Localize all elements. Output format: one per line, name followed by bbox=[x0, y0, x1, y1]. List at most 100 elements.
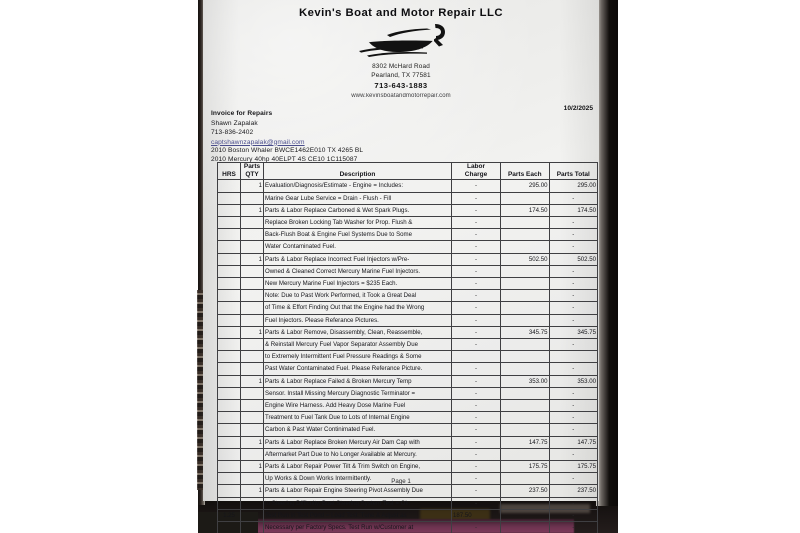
cell-description: Engine Wire Harness. Add Heavy Dose Mari… bbox=[263, 399, 452, 413]
cell-description: Parts & Labor Replace Broken Mercury Air… bbox=[263, 435, 452, 449]
cell-parts-total: - bbox=[548, 301, 598, 315]
cell-parts-each bbox=[500, 411, 550, 425]
cell-description: Parts & Labor Repair Power Tilt & Trim S… bbox=[263, 460, 452, 474]
cell-hrs bbox=[217, 423, 241, 437]
cell-parts-qty bbox=[240, 216, 264, 230]
cell-labor-charge: - bbox=[451, 484, 501, 498]
table-row: Marine Gear Lube Service = Drain - Flush… bbox=[217, 191, 598, 205]
cell-hrs bbox=[217, 496, 241, 510]
cell-parts-total: - bbox=[548, 338, 598, 352]
paper-left-texture bbox=[197, 290, 205, 490]
cell-labor-charge: - bbox=[451, 289, 501, 303]
column-header-hrs-label: HRS bbox=[222, 171, 236, 179]
cell-parts-total: 147.75 bbox=[548, 435, 598, 449]
table-row: 1 Parts & Labor Remove, Disassembly, Clea… bbox=[217, 325, 598, 340]
cell-parts-total: - bbox=[548, 521, 598, 533]
cell-hrs bbox=[217, 362, 241, 376]
cell-parts-total: 174.50 bbox=[548, 203, 598, 218]
cell-parts-total: - bbox=[548, 228, 598, 242]
cell-hrs bbox=[217, 399, 241, 413]
cell-parts-total: - bbox=[548, 447, 598, 462]
table-row: & Reinstall Mercury Fuel Vapor Separator… bbox=[217, 338, 598, 352]
cell-hrs bbox=[217, 435, 241, 449]
cell-parts-qty: 1 bbox=[240, 203, 264, 218]
cell-parts-total: 353.00 bbox=[548, 374, 598, 388]
cell-parts-each: 353.00 bbox=[500, 374, 550, 388]
cell-description: to Extremely Intermittent Fuel Pressure … bbox=[263, 350, 452, 364]
cell-labor-charge: - bbox=[451, 521, 501, 533]
cell-parts-each bbox=[500, 386, 550, 401]
table-row: Owned & Cleaned Correct Mercury Marine F… bbox=[217, 264, 598, 279]
cell-parts-each bbox=[500, 313, 550, 327]
cell-parts-total: - bbox=[548, 264, 598, 279]
cell-parts-qty: 1 bbox=[240, 325, 264, 340]
cell-parts-total: - bbox=[548, 277, 598, 291]
customer-phone: 713-836-2402 bbox=[211, 129, 254, 136]
cell-parts-total bbox=[548, 350, 598, 364]
cell-parts-qty bbox=[240, 496, 264, 510]
cell-description: Aftermarket Part Due to No Longer Availa… bbox=[263, 447, 452, 462]
cell-hrs bbox=[217, 350, 241, 364]
table-row: 1 Parts & Labor Replace Failed & Broken M… bbox=[217, 374, 598, 388]
cell-hrs bbox=[217, 179, 241, 193]
cell-parts-qty bbox=[240, 228, 264, 242]
table-row: Replace Broken Locking Tab Washer for Pr… bbox=[217, 216, 598, 230]
table-row: 1.25 Test Run in Test Pond = Load Test. T… bbox=[217, 508, 598, 523]
cell-parts-each bbox=[500, 338, 550, 352]
cell-parts-each: 174.50 bbox=[500, 203, 550, 218]
cell-labor-charge: - bbox=[451, 325, 501, 340]
table-row: Sensor. Install Missing Mercury Diagnost… bbox=[217, 386, 598, 401]
cell-hrs bbox=[217, 216, 241, 230]
cell-hrs bbox=[217, 252, 241, 266]
cell-parts-qty bbox=[240, 264, 264, 279]
column-header-parts-each-label: Parts Each bbox=[507, 171, 542, 179]
cell-parts-total: - bbox=[548, 216, 598, 230]
cell-parts-each bbox=[500, 362, 550, 376]
cell-parts-qty: 1 bbox=[240, 435, 264, 449]
cell-hrs bbox=[217, 374, 241, 388]
cell-parts-each bbox=[500, 240, 550, 254]
table-row: of Time & Effort Finding Out that the En… bbox=[217, 301, 598, 315]
cell-description: Parts & Labor Replace Incorrect Fuel Inj… bbox=[263, 252, 452, 266]
cell-description: Carbon & Past Water Continimated Fuel. bbox=[263, 423, 452, 437]
invoice-heading: Invoice for Repairs bbox=[211, 110, 273, 117]
cell-parts-each bbox=[500, 191, 550, 205]
column-header-parts-total: Parts Total bbox=[548, 161, 598, 181]
cell-parts-each: 295.00 bbox=[500, 179, 550, 193]
cell-hrs bbox=[217, 240, 241, 254]
cell-description: Replace Broken Locking Tab Washer for Pr… bbox=[263, 216, 452, 230]
column-header-description: Description bbox=[263, 161, 452, 181]
cell-labor-charge: - bbox=[451, 386, 501, 401]
cell-parts-qty bbox=[240, 423, 264, 437]
cell-parts-total: - bbox=[548, 289, 598, 303]
table-header-row: HRS Parts QTY Description Labor Charge P bbox=[217, 161, 598, 181]
table-row: Carbon & Past Water Continimated Fuel. - - bbox=[217, 423, 598, 437]
table-row: 1 Parts & Labor Replace Carboned & Wet Sp… bbox=[217, 203, 598, 218]
cell-parts-qty: 1 bbox=[240, 179, 264, 193]
cell-hrs bbox=[217, 301, 241, 315]
cell-parts-each: 502.50 bbox=[500, 252, 550, 266]
cell-parts-each bbox=[500, 423, 550, 437]
cell-parts-qty bbox=[240, 386, 264, 401]
cell-hrs bbox=[217, 386, 241, 401]
cell-parts-each bbox=[500, 264, 550, 279]
table-row: New Mercury Marine Fuel Injectors = $235… bbox=[217, 277, 598, 291]
table-row: 1 Parts & Labor Repair Engine Steering Pi… bbox=[217, 484, 598, 498]
cell-labor-charge: 187.50 bbox=[451, 508, 501, 523]
line-items-table: HRS Parts QTY Description Labor Charge P bbox=[217, 161, 598, 533]
customer-email[interactable]: captshawnzapalak@gmail.com bbox=[211, 138, 305, 146]
cell-description: New Mercury Marine Fuel Injectors = $235… bbox=[263, 277, 452, 291]
cell-parts-qty: 1 bbox=[240, 460, 264, 474]
cell-labor-charge: - bbox=[451, 228, 501, 242]
table-row: to Steering Difficulty. Boat Steering Sy… bbox=[217, 496, 598, 510]
table-row: Engine Wire Harness. Add Heavy Dose Mari… bbox=[217, 399, 598, 413]
cell-parts-total: - bbox=[548, 411, 598, 425]
cell-parts-qty bbox=[240, 191, 264, 205]
cell-hrs bbox=[217, 277, 241, 291]
cell-parts-total: - bbox=[548, 240, 598, 254]
table-row: to Extremely Intermittent Fuel Pressure … bbox=[217, 350, 598, 364]
address-line-1: 8302 McHard Road bbox=[372, 63, 430, 70]
motor-description: 2010 Mercury 40hp 40ELPT 4S CE10 1C11508… bbox=[211, 155, 358, 163]
cell-description: Water Contaminated Fuel. bbox=[263, 240, 452, 254]
